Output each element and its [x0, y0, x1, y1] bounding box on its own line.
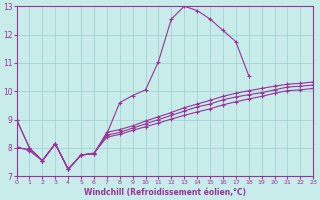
- X-axis label: Windchill (Refroidissement éolien,°C): Windchill (Refroidissement éolien,°C): [84, 188, 246, 197]
